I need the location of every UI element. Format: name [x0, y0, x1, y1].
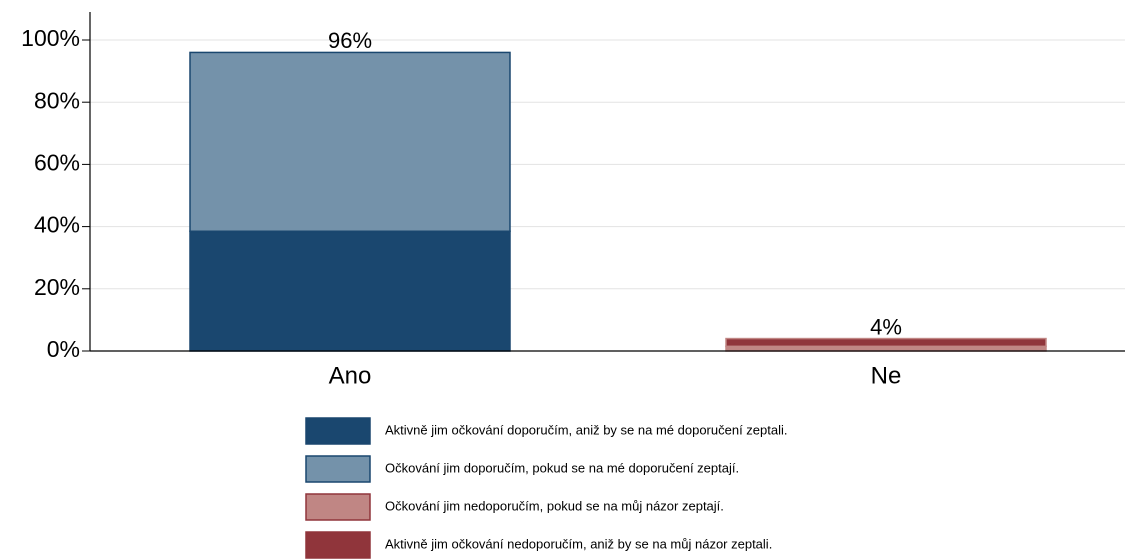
y-tick-label: 0%	[47, 336, 80, 362]
x-tick-label: Ne	[871, 362, 902, 389]
bar-segment	[189, 51, 511, 233]
value-label: 4%	[870, 314, 902, 339]
legend-label: Očkování jim doporučím, pokud se na mé d…	[385, 460, 739, 475]
y-tick-label: 60%	[34, 149, 80, 175]
legend-swatch	[305, 417, 371, 445]
legend-label: Aktivně jim očkování nedoporučím, aniž b…	[385, 536, 772, 551]
legend-label: Očkování jim nedoporučím, pokud se na mů…	[385, 498, 724, 513]
y-tick-label: 20%	[34, 274, 80, 300]
bar-segment	[189, 230, 511, 352]
y-tick-label: 80%	[34, 87, 80, 113]
x-tick-label: Ano	[329, 362, 372, 389]
value-label: 96%	[328, 28, 372, 53]
legend-swatch	[305, 493, 371, 521]
y-tick-label: 40%	[34, 212, 80, 238]
y-tick-label: 100%	[21, 25, 80, 51]
legend-swatch	[305, 531, 371, 559]
legend-swatch	[305, 455, 371, 483]
legend-label: Aktivně jim očkování doporučím, aniž by …	[385, 422, 788, 437]
bar-segment	[725, 337, 1047, 348]
